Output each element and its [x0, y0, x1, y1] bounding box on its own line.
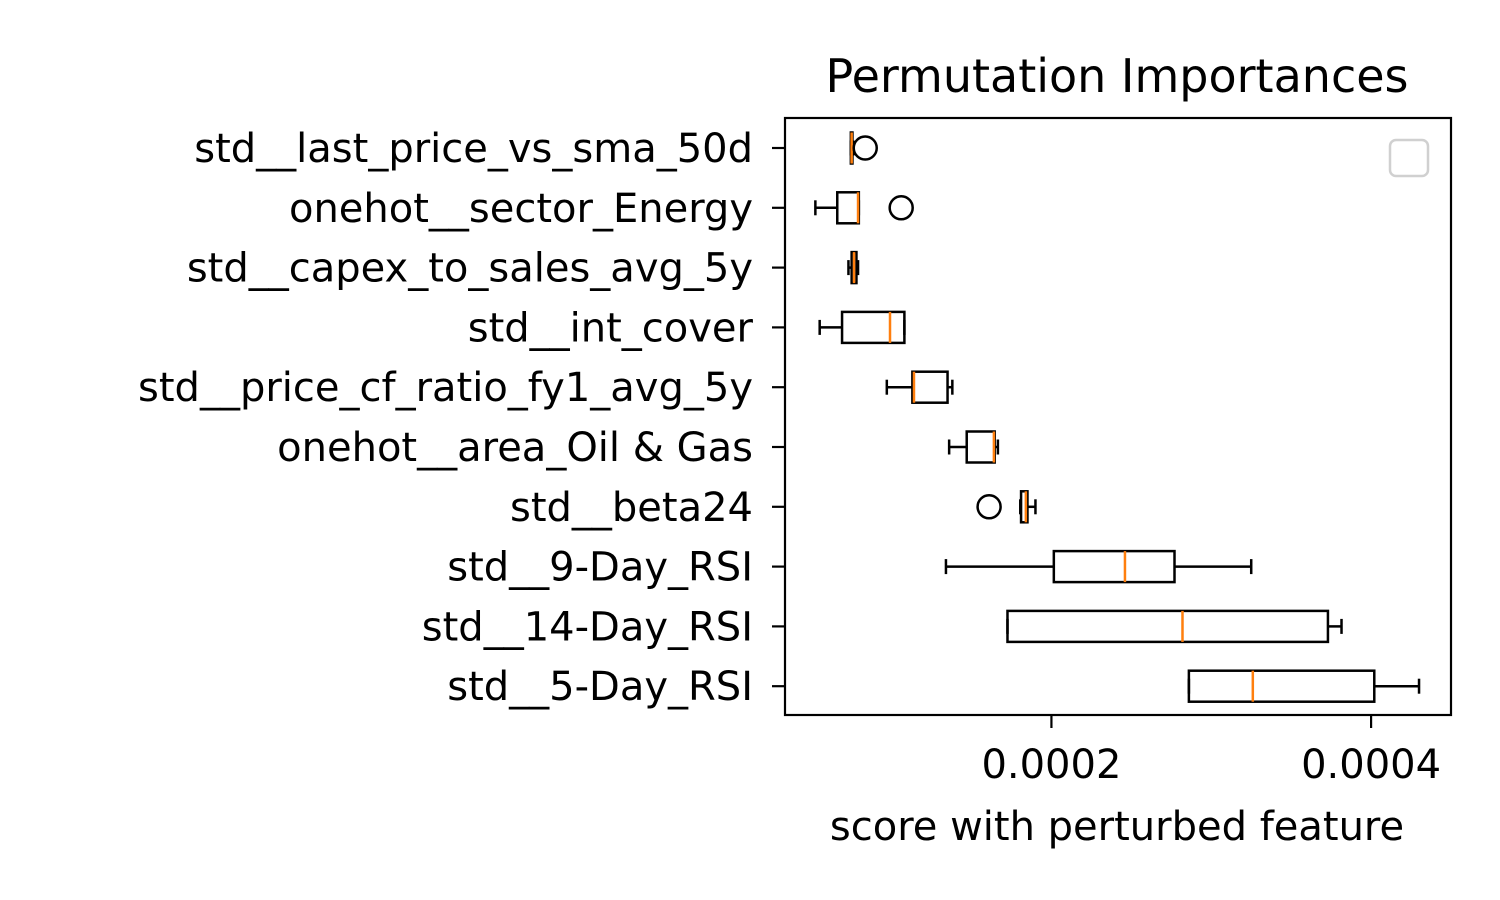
box-0: [849, 131, 878, 165]
box-8: [1006, 609, 1343, 644]
x-tick-label: 0.0004: [1301, 742, 1441, 788]
box-4: [885, 370, 954, 404]
box-2: [847, 250, 860, 285]
y-tick-label: std__int_cover: [468, 305, 754, 351]
y-tick-label: std__9-Day_RSI: [447, 545, 753, 591]
y-tick-label: std__capex_to_sales_avg_5y: [187, 246, 753, 292]
box-iqr: [1006, 609, 1330, 644]
y-axis-labels: std__last_price_vs_sma_50d onehot__sector…: [138, 126, 785, 710]
box-iqr: [836, 191, 861, 225]
box-iqr: [1052, 549, 1176, 584]
box-3: [818, 310, 906, 345]
box-7: [944, 549, 1253, 584]
legend-box: [1388, 138, 1430, 178]
y-tick-label: std__5-Day_RSI: [447, 664, 753, 710]
box-9: [1187, 669, 1421, 703]
y-tick-label: onehot__sector_Energy: [289, 186, 753, 232]
outlier-point: [976, 494, 1002, 520]
box-iqr: [1019, 490, 1029, 524]
outlier-point: [852, 135, 878, 161]
box-iqr: [911, 370, 949, 404]
box-iqr: [840, 310, 906, 345]
box-6: [976, 490, 1037, 524]
y-tick-label: onehot__area_Oil & Gas: [277, 425, 753, 471]
plot-frame: [783, 116, 1453, 717]
y-tick-label: std__last_price_vs_sma_50d: [194, 126, 753, 172]
outlier-point: [888, 195, 914, 221]
chart-title: Permutation Importances: [826, 49, 1409, 103]
box-5: [947, 430, 1000, 464]
y-tick-label: std__14-Day_RSI: [422, 604, 753, 650]
box-1: [814, 191, 914, 225]
box-iqr: [1187, 669, 1376, 703]
y-tick-label: std__price_cf_ratio_fy1_avg_5y: [138, 365, 753, 411]
x-axis-label: score with perturbed feature: [830, 804, 1404, 850]
plot-marks: [814, 131, 1421, 703]
x-axis-ticks: 0.0002 0.0004: [981, 715, 1441, 788]
x-tick-label: 0.0002: [981, 742, 1121, 788]
box-iqr: [965, 430, 996, 464]
y-tick-label: std__beta24: [510, 485, 753, 531]
